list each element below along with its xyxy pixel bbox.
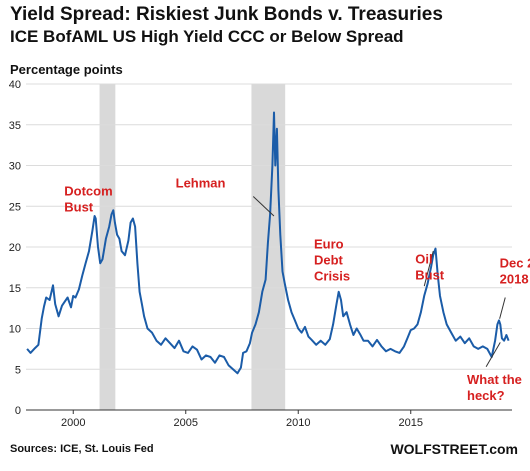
annotation-label: What the heck? bbox=[467, 372, 522, 403]
y-axis-label: Percentage points bbox=[10, 62, 123, 77]
annotation-label: Oil Bust bbox=[415, 251, 445, 282]
annotation-line: Dec 24 bbox=[500, 255, 530, 270]
header: Yield Spread: Riskiest Junk Bonds v. Tre… bbox=[10, 4, 520, 48]
y-tick-label: 5 bbox=[15, 364, 21, 376]
x-tick-label: 2005 bbox=[174, 417, 198, 429]
annotation-line: Dotcom bbox=[64, 184, 112, 199]
brand-logo: WOLFSTREET.com bbox=[390, 441, 518, 457]
annotation-arrow bbox=[485, 342, 501, 368]
grid-lines bbox=[26, 83, 512, 370]
y-tick-label: 40 bbox=[9, 79, 21, 91]
annotation-line: Bust bbox=[415, 267, 445, 282]
x-axis bbox=[26, 409, 512, 414]
x-tick-label: 2000 bbox=[61, 417, 85, 429]
annotation-label: Dotcom Bust bbox=[64, 184, 112, 215]
annotation-line: Oil bbox=[415, 251, 432, 266]
y-tick-label: 30 bbox=[9, 161, 21, 173]
y-tick-label: 15 bbox=[9, 283, 21, 295]
series-line-path bbox=[26, 111, 510, 375]
annotation-arrow bbox=[423, 250, 434, 287]
annotation-line: What the bbox=[467, 372, 522, 387]
y-tick-label: 25 bbox=[9, 201, 21, 213]
chart-subtitle: ICE BofAML US High Yield CCC or Below Sp… bbox=[10, 27, 404, 46]
y-tick-label: 10 bbox=[9, 324, 21, 336]
annotation-arrow bbox=[499, 297, 506, 319]
x-tick-labels: 2000 2005 2010 2015 bbox=[61, 417, 423, 429]
annotation-line: Crisis bbox=[314, 269, 350, 284]
x-tick-label: 2015 bbox=[399, 417, 423, 429]
annotation-line: Lehman bbox=[176, 176, 226, 191]
annotation-line: Euro bbox=[314, 237, 344, 252]
annotation-line: heck? bbox=[467, 388, 505, 403]
annotation-label: Lehman bbox=[176, 176, 226, 191]
annotation-arrow bbox=[252, 196, 275, 217]
chart-title: Yield Spread: Riskiest Junk Bonds v. Tre… bbox=[10, 4, 443, 25]
y-tick-label: 20 bbox=[9, 242, 21, 254]
annotation-line: Debt bbox=[314, 253, 344, 268]
annotation-line: 2018 bbox=[500, 271, 529, 286]
y-tick-label: 35 bbox=[9, 120, 21, 132]
series-line bbox=[26, 111, 510, 375]
annotation-label: Euro Debt Crisis bbox=[314, 237, 350, 284]
y-tick-label: 0 bbox=[15, 405, 21, 417]
annotation-label: Dec 242018 bbox=[500, 255, 530, 286]
source-note: Sources: ICE, St. Louis Fed bbox=[10, 443, 154, 455]
annotation-line: Bust bbox=[64, 200, 94, 215]
x-tick-label: 2010 bbox=[286, 417, 310, 429]
annotation-arrows bbox=[252, 196, 506, 368]
y-tick-labels: 0 5 10 15 20 25 30 35 40 bbox=[9, 79, 21, 417]
